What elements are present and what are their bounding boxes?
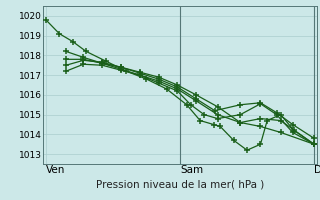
X-axis label: Pression niveau de la mer( hPa ): Pression niveau de la mer( hPa ) xyxy=(96,180,264,190)
